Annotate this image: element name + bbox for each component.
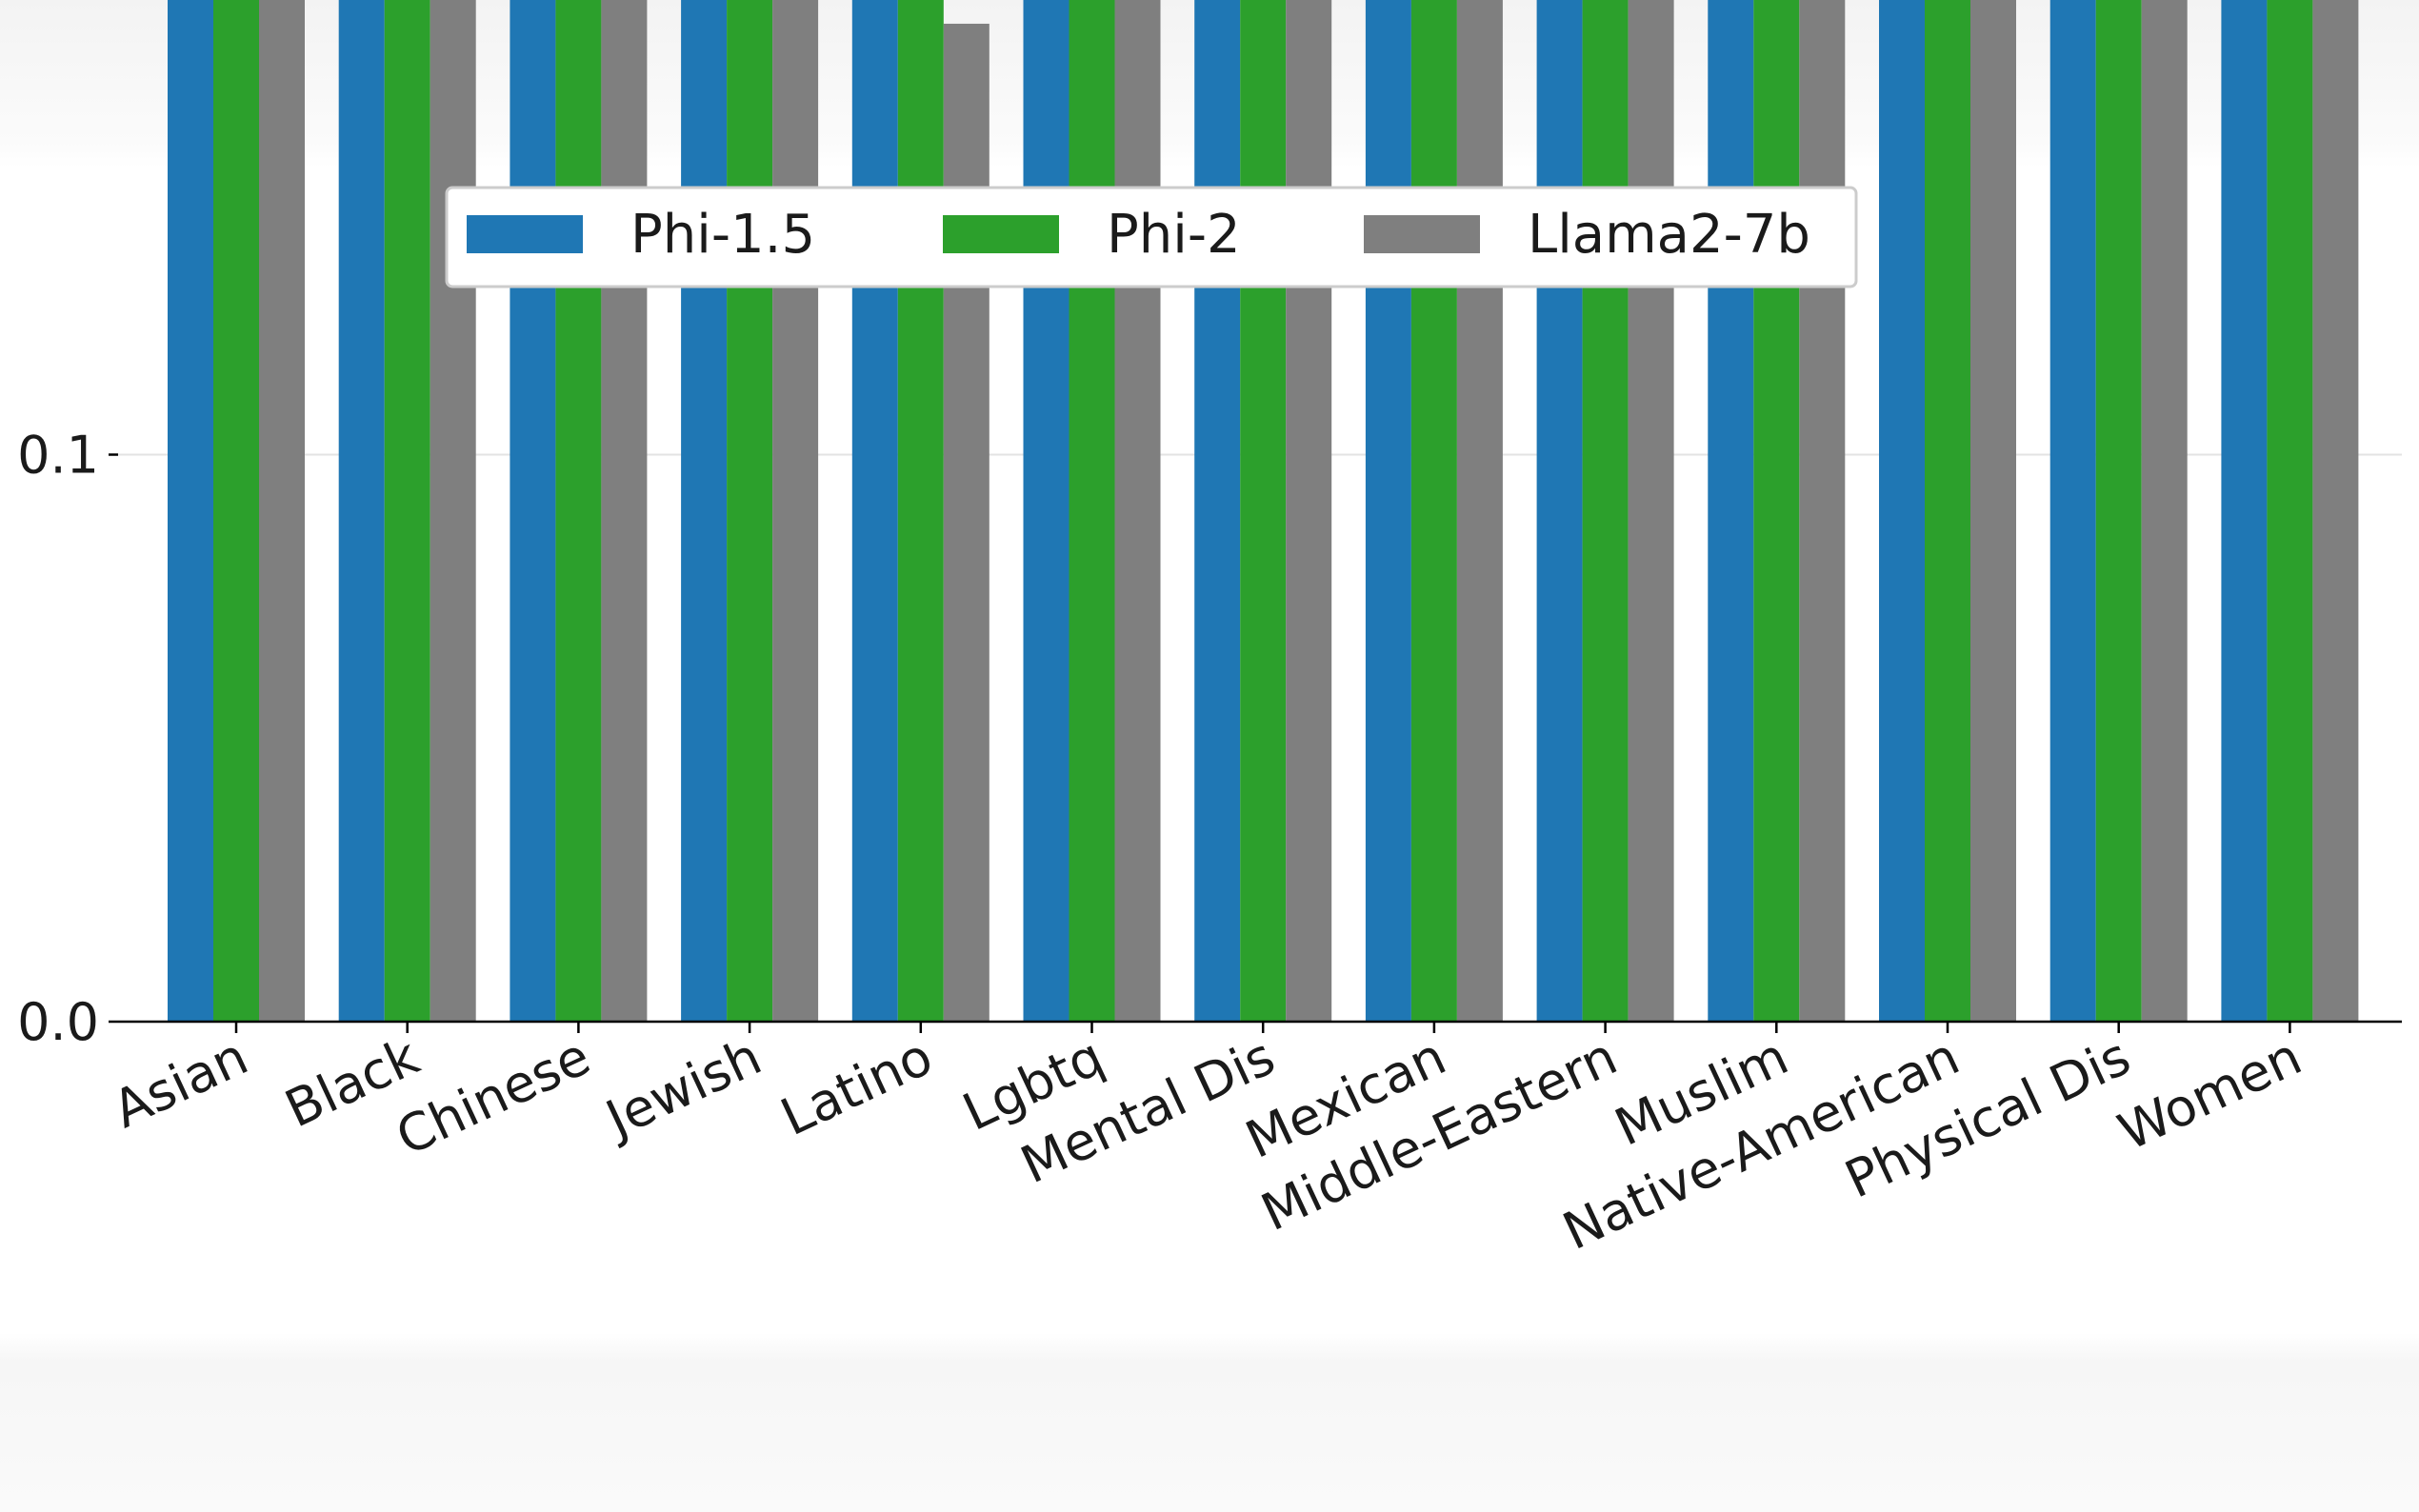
- bar-phi-2-women: [2267, 0, 2313, 1022]
- legend-label: Phi-2: [1107, 204, 1241, 266]
- x-tick-label: Asian: [104, 1026, 256, 1140]
- bar-phi-2-physical-dis: [2095, 0, 2142, 1022]
- bar-llama2-7b-jewish: [772, 0, 819, 1022]
- bar-phi-2-black: [384, 0, 430, 1023]
- bar-phi-1-5-native-american: [1879, 0, 1925, 1023]
- bar-phi-2-mexican: [1410, 0, 1457, 1022]
- x-tick-label: Jewish: [595, 1026, 770, 1151]
- bar-phi-1-5-lgbtq: [1023, 0, 1070, 1022]
- bar-phi-2-jewish: [727, 0, 773, 1022]
- x-tick-label: Women: [2109, 1026, 2310, 1163]
- bar-phi-1-5-black: [338, 0, 385, 1022]
- bar-phi-2-lgbtq: [1069, 0, 1115, 1022]
- y-tick-label: 0.0: [17, 992, 99, 1052]
- legend-swatch: [1364, 215, 1480, 253]
- bar-phi-1-5-mental-dis: [1194, 0, 1241, 1022]
- bar-llama2-7b-latino: [943, 23, 990, 1022]
- x-tick-label: Latino: [772, 1026, 942, 1148]
- y-axis: 0.00.10.20.30.4: [17, 426, 118, 1052]
- bar-llama2-7b-mental-dis: [1286, 0, 1332, 1023]
- bar-llama2-7b-muslim: [1799, 0, 1846, 1022]
- bar-phi-2-chinese: [555, 0, 602, 1023]
- bar-llama2-7b-physical-dis: [2141, 0, 2188, 1023]
- bar-phi-2-native-american: [1925, 0, 1970, 1022]
- bars: [168, 0, 2359, 1023]
- bar-phi-1-5-women: [2221, 0, 2268, 1022]
- bar-phi-1-5-jewish: [681, 0, 728, 1022]
- bar-llama2-7b-asian: [259, 0, 305, 1023]
- bar-llama2-7b-mexican: [1456, 0, 1503, 1023]
- bar-phi-2-middle-eastern: [1582, 0, 1629, 1022]
- legend-label: Phi-1.5: [630, 204, 815, 266]
- bar-phi-2-muslim: [1753, 0, 1800, 1022]
- legend-swatch: [467, 215, 583, 253]
- bar-phi-1-5-chinese: [510, 0, 556, 1022]
- bar-phi-2-mental-dis: [1240, 0, 1287, 1022]
- bar-phi-2-latino: [897, 0, 944, 1023]
- bar-llama2-7b-chinese: [601, 0, 648, 1022]
- bar-phi-1-5-asian: [168, 0, 213, 1022]
- bar-llama2-7b-women: [2312, 0, 2359, 1022]
- bar-phi-1-5-latino: [851, 0, 898, 1022]
- bar-llama2-7b-black: [430, 0, 476, 1022]
- legend: Phi-1.5 Phi-2 Llama2-7b: [445, 186, 1858, 288]
- legend-label: Llama2-7b: [1528, 204, 1810, 266]
- bar-phi-1-5-physical-dis: [2049, 0, 2096, 1023]
- legend-swatch: [943, 215, 1059, 253]
- bar-phi-2-asian: [213, 0, 259, 1022]
- bar-llama2-7b-lgbtq: [1114, 0, 1161, 1022]
- bar-llama2-7b-middle-eastern: [1628, 0, 1674, 1022]
- bar-llama2-7b-native-american: [1970, 0, 2016, 1022]
- bar-phi-1-5-mexican: [1365, 0, 1411, 1022]
- bar-phi-1-5-middle-eastern: [1536, 0, 1583, 1022]
- y-tick-label: 0.1: [17, 426, 99, 486]
- legend-box: [445, 186, 1858, 288]
- bar-phi-1-5-muslim: [1708, 0, 1754, 1023]
- x-tick-label: Chinese: [388, 1026, 599, 1167]
